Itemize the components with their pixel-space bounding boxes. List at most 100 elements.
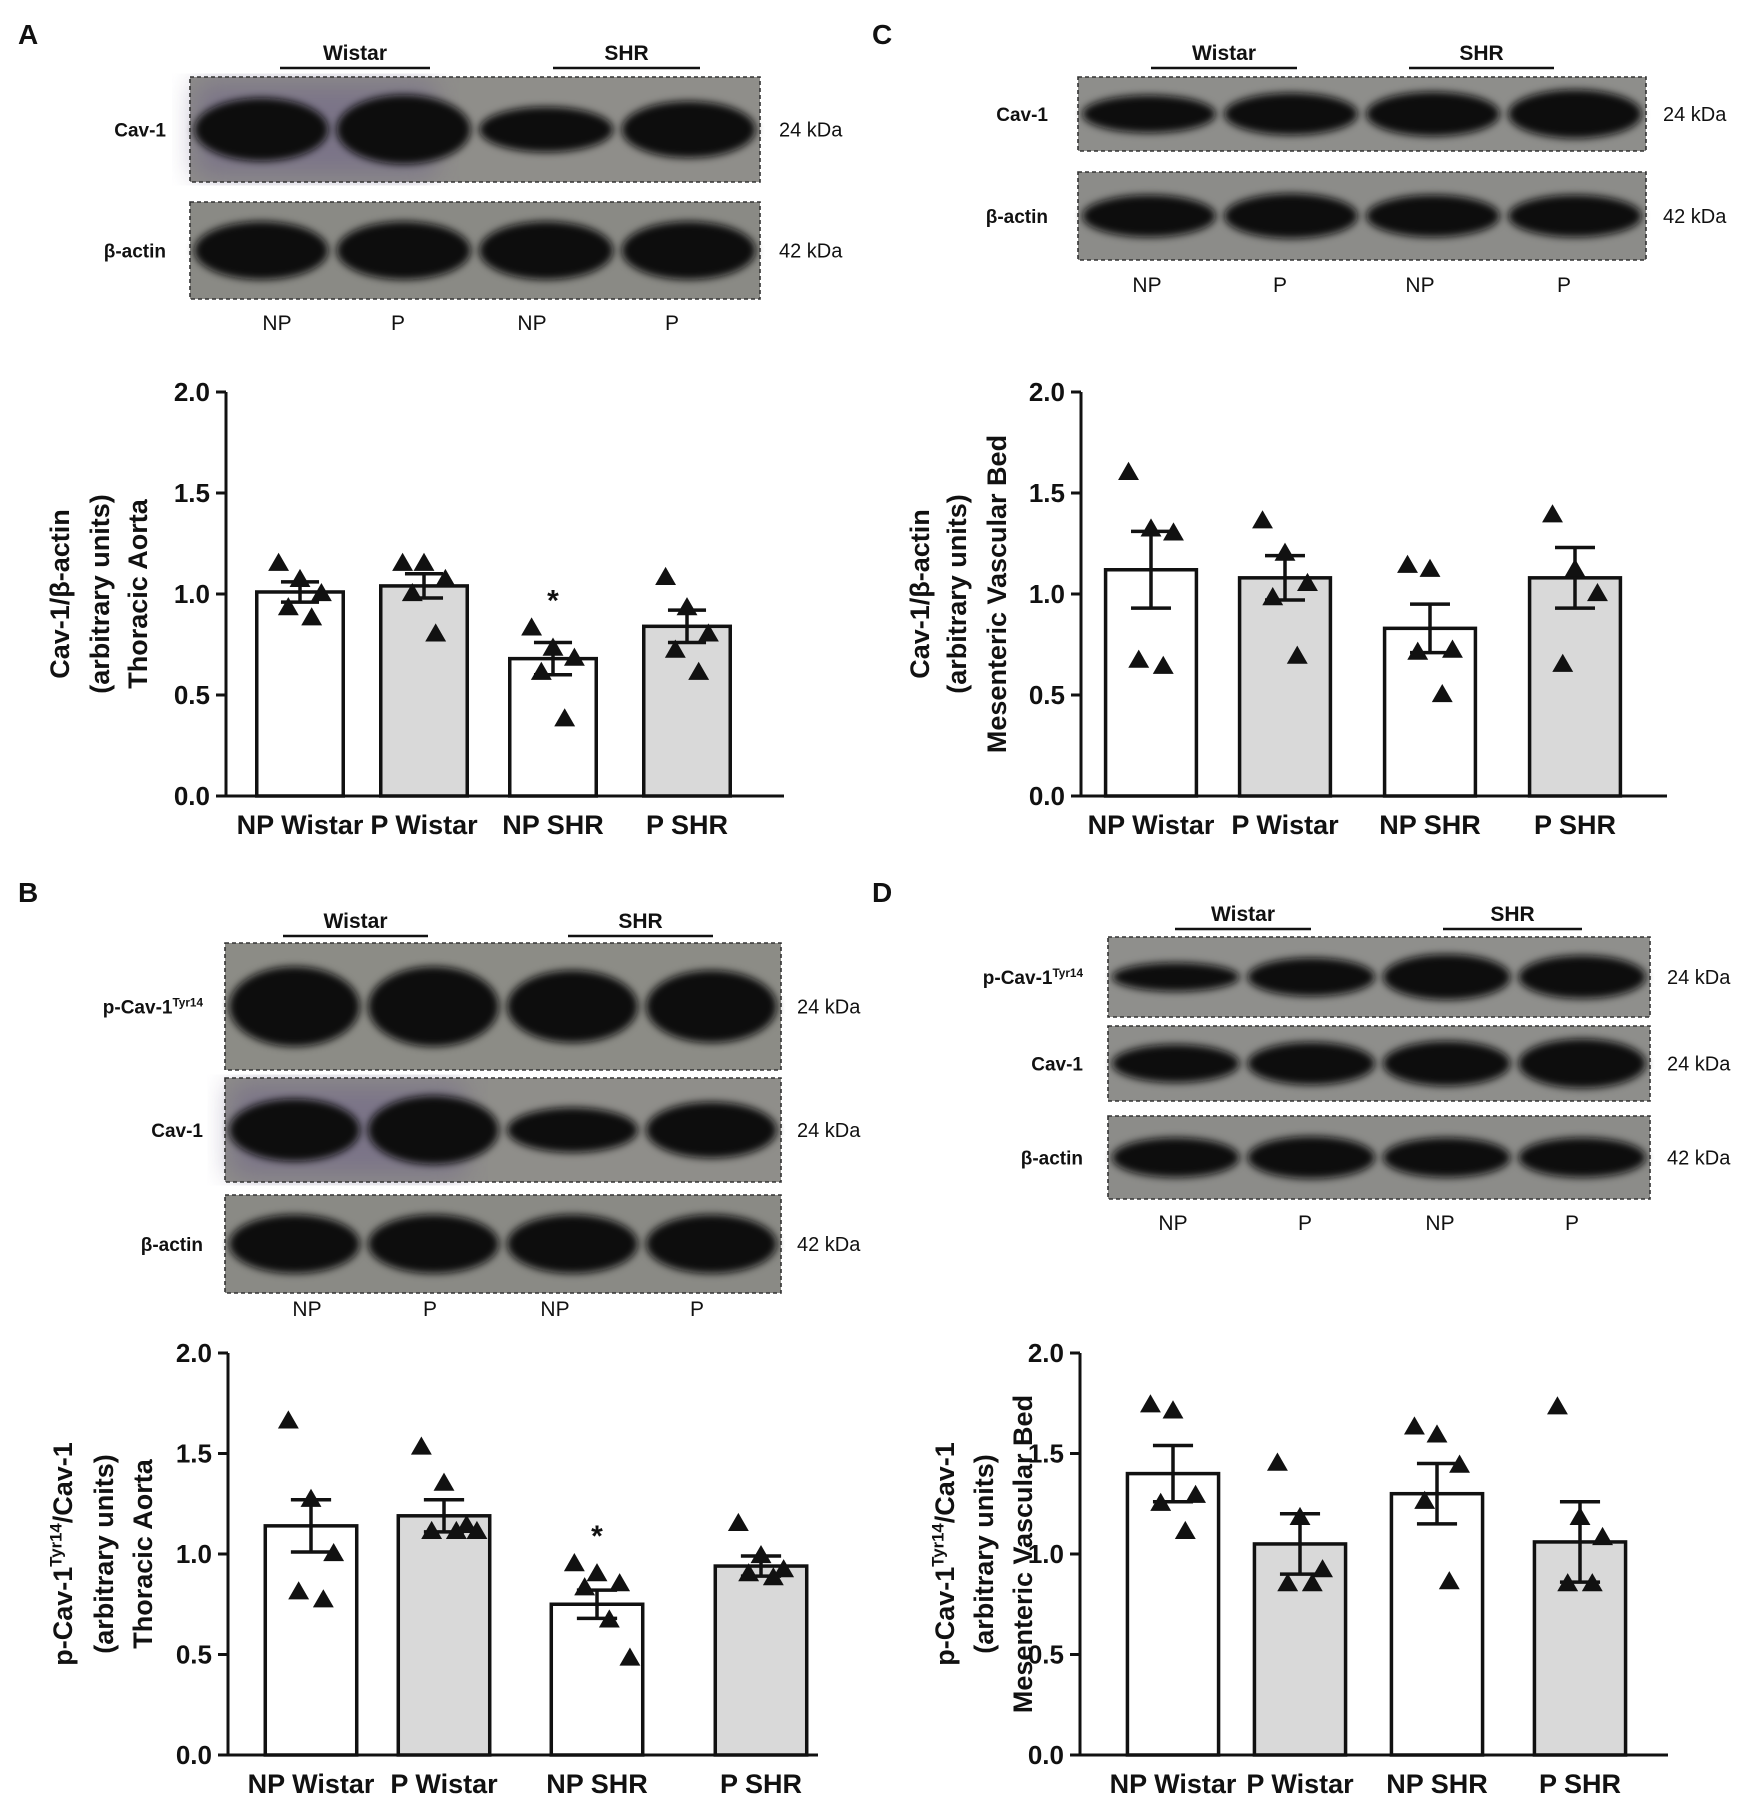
protein-band bbox=[1383, 1137, 1511, 1178]
data-point bbox=[1438, 1571, 1460, 1590]
kda-label: 42 kDa bbox=[1663, 206, 1727, 228]
blot-border bbox=[189, 76, 761, 183]
y-axis-label-line: (arbitrary units) bbox=[85, 494, 115, 694]
x-tick-label: NP SHR bbox=[1379, 810, 1481, 840]
y-axis-label: p-Cav-1Tyr14/Cav-1 bbox=[47, 1442, 78, 1666]
kda-label: 42 kDa bbox=[1667, 1148, 1731, 1170]
bar bbox=[263, 1524, 359, 1757]
x-tick-label: P Wistar bbox=[390, 1769, 498, 1799]
data-point bbox=[434, 568, 456, 588]
data-point bbox=[1442, 639, 1463, 658]
data-point bbox=[413, 552, 435, 571]
y-axis-label: Thoracic Aorta bbox=[123, 498, 153, 689]
x-tick-label: NP SHR bbox=[546, 1769, 648, 1799]
y-axis-label: (arbitrary units) bbox=[89, 1454, 119, 1654]
y-axis-label: Cav-1/β-actin bbox=[45, 509, 75, 679]
protein-band bbox=[1224, 193, 1358, 239]
data-point bbox=[1152, 655, 1174, 674]
protein-band bbox=[1224, 92, 1358, 136]
y-tick-label: 0.5 bbox=[176, 1640, 212, 1670]
significance-marker: * bbox=[547, 584, 559, 617]
kda-label: 24 kDa bbox=[1667, 967, 1731, 989]
blot-label: β-actin bbox=[104, 242, 166, 263]
data-point bbox=[609, 1573, 631, 1592]
kda-label: 24 kDa bbox=[797, 1120, 861, 1142]
lane-label: NP bbox=[540, 1298, 569, 1321]
data-point bbox=[542, 637, 564, 656]
protein-band bbox=[646, 970, 777, 1043]
lane-label: NP bbox=[262, 312, 291, 335]
group-label: SHR bbox=[618, 910, 662, 933]
lane-label: P bbox=[690, 1298, 704, 1321]
y-axis-label: Cav-1/β-actin bbox=[905, 509, 935, 679]
data-point bbox=[410, 1436, 432, 1455]
y-tick-label: 0.5 bbox=[174, 680, 210, 710]
data-point bbox=[1564, 558, 1586, 577]
lane-label: NP bbox=[292, 1298, 321, 1321]
data-point bbox=[312, 1589, 334, 1608]
blot-border bbox=[224, 942, 782, 1071]
kda-label: 24 kDa bbox=[1663, 104, 1727, 126]
group-label: SHR bbox=[1490, 903, 1534, 926]
y-axis-label: (arbitrary units) bbox=[969, 1454, 999, 1654]
y-tick-label: 1.0 bbox=[1028, 1539, 1064, 1569]
blot-border bbox=[1107, 1115, 1651, 1200]
data-point bbox=[738, 1563, 760, 1582]
blot-border bbox=[224, 1194, 782, 1294]
panel-letter: A bbox=[18, 19, 38, 50]
data-point bbox=[1277, 1573, 1299, 1592]
y-tick-label: 2.0 bbox=[1029, 377, 1065, 407]
data-point bbox=[598, 1609, 620, 1628]
blot-row: β-actin 42 kDa bbox=[104, 201, 843, 300]
y-axis-label: p-Cav-1Tyr14/Cav-1 bbox=[929, 1442, 960, 1666]
blot-row: Cav-1 24 kDa bbox=[114, 76, 843, 183]
data-point bbox=[762, 1567, 784, 1586]
y-axis-label-line: Cav-1/β-actin bbox=[905, 509, 935, 679]
y-tick-label: 0.0 bbox=[1029, 781, 1065, 811]
data-point bbox=[1419, 558, 1441, 577]
lane-label: NP bbox=[1132, 274, 1161, 297]
y-tick-label: 2.0 bbox=[1028, 1338, 1064, 1368]
data-point bbox=[1252, 510, 1273, 529]
y-tick-label: 2.0 bbox=[174, 377, 210, 407]
protein-band bbox=[646, 1214, 777, 1274]
data-point bbox=[445, 1520, 467, 1540]
protein-band bbox=[1508, 89, 1642, 139]
chart-c: 0.0 0.5 1.0 1.5 2.0 Cav-1/β-actin (arbitrary u… bbox=[905, 377, 1667, 840]
data-point bbox=[727, 1512, 749, 1531]
data-point bbox=[1262, 587, 1284, 606]
protein-band bbox=[621, 221, 756, 280]
blot-border bbox=[189, 201, 761, 300]
protein-band bbox=[1366, 194, 1500, 238]
data-point bbox=[1185, 1484, 1207, 1503]
bar bbox=[508, 656, 598, 798]
protein-band bbox=[646, 1101, 777, 1159]
protein-band bbox=[194, 98, 329, 161]
data-point bbox=[1552, 653, 1574, 672]
data-point bbox=[1403, 1416, 1425, 1435]
protein-band bbox=[229, 1214, 360, 1274]
blot-panel-b: B Wistar SHR p-Cav-1Tyr14 24 kDa Cav-1 24 kDa β… bbox=[18, 877, 861, 1321]
data-point bbox=[268, 552, 290, 571]
bar bbox=[549, 1602, 645, 1757]
x-tick-label: P SHR bbox=[720, 1769, 802, 1799]
x-tick-label: P Wistar bbox=[1231, 810, 1339, 840]
data-point bbox=[425, 623, 447, 642]
bar bbox=[1237, 576, 1333, 798]
y-axis-label: (arbitrary units) bbox=[942, 494, 972, 694]
data-point bbox=[1139, 1394, 1161, 1413]
lane-label: P bbox=[1565, 1212, 1579, 1235]
data-point bbox=[664, 639, 686, 658]
lane-label: P bbox=[1557, 274, 1571, 297]
y-tick-label: 0.0 bbox=[174, 781, 210, 811]
protein-band bbox=[1518, 1137, 1646, 1178]
x-tick-label: NP Wistar bbox=[1088, 810, 1215, 840]
panel-letter: D bbox=[872, 877, 892, 908]
protein-band bbox=[1112, 1137, 1240, 1178]
blot-label: Cav-1 bbox=[151, 1121, 203, 1142]
data-point bbox=[433, 1472, 455, 1491]
panel-letter: C bbox=[872, 19, 892, 50]
data-point bbox=[392, 552, 414, 571]
kda-label: 24 kDa bbox=[779, 120, 843, 142]
y-tick-label: 2.0 bbox=[176, 1338, 212, 1368]
